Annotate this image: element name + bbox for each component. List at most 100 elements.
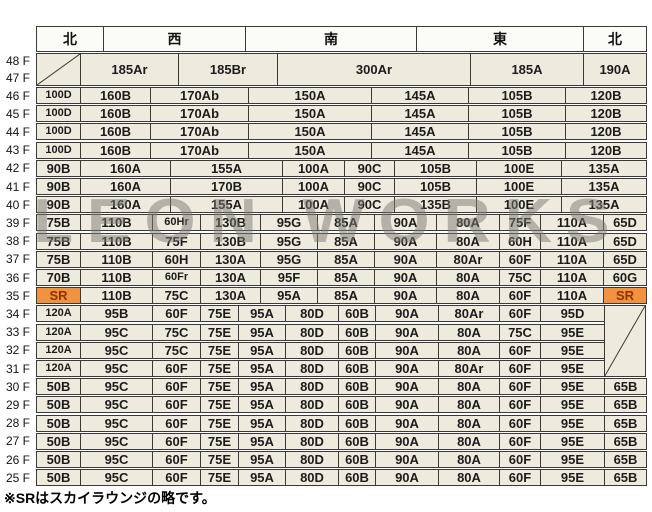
- unit-cell: 95C: [80, 414, 153, 432]
- unit-cell: 60F: [499, 378, 541, 396]
- unit-cell: 145A: [371, 123, 469, 141]
- unit-cell: 105B: [394, 159, 477, 177]
- unit-cell: 75C: [499, 269, 541, 286]
- unit-cell: 80D: [285, 341, 339, 359]
- unit-cell: 75F: [499, 214, 541, 232]
- unit-cell: 75E: [200, 305, 239, 323]
- unit-cell: 60B: [338, 451, 376, 468]
- unit-cell: 75C: [152, 323, 201, 341]
- unit-cell: 50B: [36, 378, 81, 396]
- unit-cell: 95G: [260, 232, 318, 250]
- unit-cell: 95E: [540, 451, 605, 468]
- floor-label: 37 F: [5, 252, 30, 267]
- unit-cell: 65B: [604, 469, 647, 487]
- unit-cell: 85A: [317, 269, 375, 286]
- floor-label: 43 F: [5, 143, 30, 158]
- floor-label: 34 F: [5, 306, 30, 321]
- unit-cell: 60F: [499, 432, 541, 450]
- unit-cell: 95A: [238, 305, 286, 323]
- unit-cell: 75B: [36, 232, 81, 250]
- unit-cell: 65B: [604, 432, 647, 450]
- unit-cell: 95E: [540, 378, 605, 396]
- unit-cell: 60H: [499, 232, 541, 250]
- unit-cell: 90B: [36, 178, 81, 195]
- unit-cell: 130A: [200, 269, 261, 286]
- unit-cell: 50B: [36, 451, 81, 468]
- unit-cell: 80A: [438, 396, 500, 414]
- unit-cell: 80A: [438, 341, 500, 359]
- direction-header-cell: 西: [103, 26, 246, 52]
- unit-cell: 145A: [371, 141, 469, 159]
- unit-cell: 90C: [344, 159, 395, 177]
- unit-cell: 80D: [285, 414, 339, 432]
- unit-cell: 95C: [80, 378, 153, 396]
- unit-cell: 105B: [394, 178, 477, 195]
- unit-cell: 130B: [200, 214, 261, 232]
- unit-cell: 90A: [375, 469, 439, 487]
- diagonal-cell: [36, 53, 81, 86]
- direction-header-cell: 東: [416, 26, 584, 52]
- direction-header-cell: 北: [583, 26, 647, 52]
- unit-cell: 60H: [152, 250, 201, 268]
- unit-cell: 110A: [540, 269, 604, 286]
- floor-label: 44 F: [5, 124, 30, 139]
- direction-header-cell: 北: [36, 26, 104, 52]
- unit-cell: 95A: [238, 432, 286, 450]
- unit-cell: 185Br: [178, 53, 278, 86]
- unit-cell: 170B: [170, 178, 283, 195]
- unit-cell: 90A: [374, 287, 437, 305]
- unit-cell: 80A: [438, 323, 500, 341]
- unit-cell: 90A: [375, 378, 439, 396]
- unit-cell: 105B: [468, 141, 566, 159]
- unit-cell: 90C: [344, 178, 395, 195]
- unit-cell: 150A: [248, 123, 372, 141]
- floor-label: 29 F: [5, 397, 30, 412]
- unit-cell: 90B: [36, 196, 81, 214]
- unit-cell: 60F: [499, 250, 541, 268]
- unit-cell: 60B: [338, 360, 376, 377]
- unit-cell: 80A: [436, 269, 500, 286]
- unit-cell: 300Ar: [277, 53, 471, 86]
- unit-cell: 100A: [282, 196, 345, 214]
- unit-cell: 50B: [36, 469, 81, 487]
- unit-cell: 60G: [603, 269, 647, 286]
- unit-cell: 75E: [200, 360, 239, 377]
- unit-cell: 75F: [152, 232, 201, 250]
- unit-cell: 100E: [476, 159, 562, 177]
- unit-cell: 50B: [36, 414, 81, 432]
- unit-cell: 110A: [540, 214, 604, 232]
- unit-cell: 60F: [152, 414, 201, 432]
- unit-cell: 130A: [200, 250, 261, 268]
- unit-cell: 120A: [36, 341, 81, 359]
- unit-cell: 150A: [248, 105, 372, 123]
- unit-cell: 90C: [344, 196, 395, 214]
- floor-label: 48 F: [5, 54, 30, 69]
- unit-cell: 80A: [436, 214, 500, 232]
- unit-cell: 95A: [238, 451, 286, 468]
- unit-cell: 80A: [436, 232, 500, 250]
- unit-cell: 135A: [561, 178, 647, 195]
- unit-cell: 150A: [248, 87, 372, 104]
- unit-cell: 110B: [80, 232, 153, 250]
- floor-label: 47 F: [5, 70, 30, 85]
- floor-label: 39 F: [5, 215, 30, 230]
- unit-cell: 60F: [499, 360, 541, 377]
- unit-cell: 80D: [285, 323, 339, 341]
- floor-label: 41 F: [5, 179, 30, 194]
- unit-cell: 90A: [374, 214, 437, 232]
- direction-header-cell: 南: [245, 26, 417, 52]
- unit-cell: 80A: [438, 378, 500, 396]
- unit-cell: 75E: [200, 396, 239, 414]
- unit-cell: 100A: [282, 178, 345, 195]
- floor-label: 32 F: [5, 343, 30, 358]
- unit-cell: 100E: [476, 178, 562, 195]
- floor-label: 35 F: [5, 288, 30, 303]
- unit-cell: 80Ar: [438, 305, 500, 323]
- unit-cell: 50B: [36, 432, 81, 450]
- unit-cell: 110A: [540, 287, 604, 305]
- unit-cell: 95D: [540, 305, 605, 323]
- unit-cell: 90A: [374, 232, 437, 250]
- unit-cell: 160A: [80, 196, 171, 214]
- unit-cell: 90A: [375, 360, 439, 377]
